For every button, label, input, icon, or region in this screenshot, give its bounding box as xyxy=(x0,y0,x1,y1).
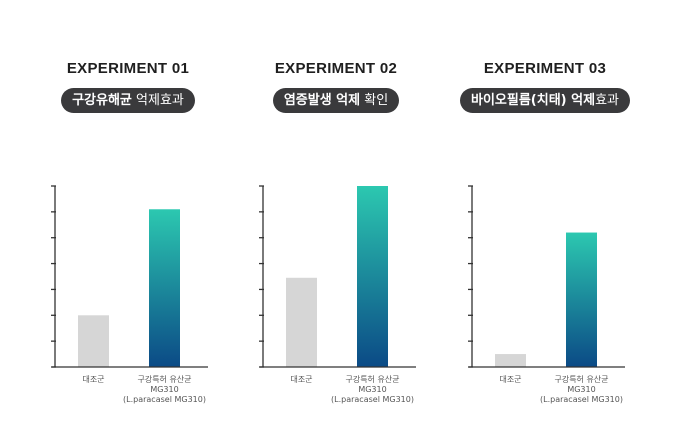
bar-chart xyxy=(51,185,208,368)
category-name: 대조군 xyxy=(499,375,522,384)
bar-probiotic xyxy=(566,232,597,367)
category-label-probiotic: 구강특허 유산균 MG310 (L.paracasel MG310) xyxy=(105,375,225,405)
subtitle-light: 확인 xyxy=(360,93,389,108)
bar-chart xyxy=(259,185,416,368)
category-name: 구강특허 유산균 xyxy=(554,375,609,384)
category-subline: (L.paracasel MG310) xyxy=(331,395,414,404)
experiment-panel-1: EXPERIMENT 01 구강유해균 억제효과 대조군 구강특허 유산균 MG31… xyxy=(23,0,233,442)
bar-probiotic xyxy=(149,209,180,367)
experiment-title: EXPERIMENT 03 xyxy=(483,60,607,77)
subtitle-pill: 구강유해균 억제효과 xyxy=(61,88,195,113)
experiment-title: EXPERIMENT 01 xyxy=(66,60,190,77)
category-subline: MG310 xyxy=(358,385,387,394)
category-subline: (L.paracasel MG310) xyxy=(123,395,206,404)
category-subline: MG310 xyxy=(567,385,596,394)
category-name: 대조군 xyxy=(290,375,313,384)
category-name: 대조군 xyxy=(82,375,105,384)
bar-probiotic xyxy=(357,186,388,367)
category-label-probiotic: 구강특허 유산균 MG310 (L.paracasel MG310) xyxy=(313,375,433,405)
category-subline: MG310 xyxy=(150,385,179,394)
experiment-title: EXPERIMENT 02 xyxy=(274,60,398,77)
category-name: 구강특허 유산균 xyxy=(137,375,192,384)
category-name: 구강특허 유산균 xyxy=(345,375,400,384)
subtitle-bold: 염증발생 억제 xyxy=(283,93,361,108)
subtitle-pill: 바이오필름(치태) 억제효과 xyxy=(460,88,630,113)
category-label-probiotic: 구강특허 유산균 MG310 (L.paracasel MG310) xyxy=(522,375,642,405)
subtitle-wrap: 구강유해균 억제효과 xyxy=(23,88,233,113)
experiment-panel-3: EXPERIMENT 03 바이오필름(치태) 억제효과 대조군 구강특허 유산균… xyxy=(440,0,650,442)
bar-control xyxy=(495,354,526,367)
experiment-panel-2: EXPERIMENT 02 염증발생 억제 확인 대조군 구강특허 유산균 MG31… xyxy=(231,0,441,442)
category-subline: (L.paracasel MG310) xyxy=(540,395,623,404)
subtitle-light: 억제효과 xyxy=(131,93,184,108)
subtitle-wrap: 바이오필름(치태) 억제효과 xyxy=(440,88,650,113)
subtitle-light: 효과 xyxy=(595,93,619,108)
bar-chart xyxy=(468,185,625,368)
subtitle-bold: 구강유해균 xyxy=(72,93,132,108)
bar-control xyxy=(78,315,109,367)
subtitle-bold: 바이오필름(치태) 억제 xyxy=(471,93,596,108)
subtitle-wrap: 염증발생 억제 확인 xyxy=(231,88,441,113)
category-label-control: 대조군 xyxy=(34,375,154,385)
category-label-control: 대조군 xyxy=(451,375,571,385)
category-label-control: 대조군 xyxy=(242,375,362,385)
bar-control xyxy=(286,277,317,367)
subtitle-pill: 염증발생 억제 확인 xyxy=(272,88,400,113)
